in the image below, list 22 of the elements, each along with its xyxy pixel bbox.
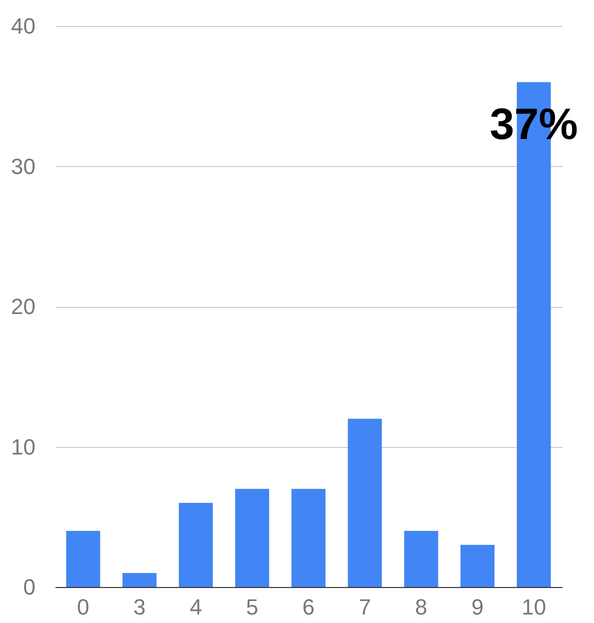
x-tick-label: 6 [302, 594, 315, 620]
x-tick-label: 7 [358, 594, 371, 620]
x-tick-label: 5 [246, 594, 258, 620]
x-tick-label: 3 [133, 594, 146, 620]
x-tick-label: 4 [190, 594, 202, 620]
bar [235, 488, 270, 587]
bar [348, 418, 382, 587]
bar [404, 530, 438, 587]
bar [122, 572, 156, 587]
bar [292, 488, 326, 587]
bar [66, 530, 100, 587]
bar [460, 544, 494, 587]
y-tick-label: 0 [23, 574, 36, 600]
x-tick-label: 10 [522, 594, 546, 620]
y-tick-label: 10 [11, 434, 36, 460]
x-tick-label: 0 [77, 594, 90, 620]
y-tick-label: 30 [11, 154, 36, 179]
bar [178, 502, 213, 587]
y-tick-label: 20 [11, 294, 36, 319]
y-tick-label: 40 [11, 14, 36, 38]
x-tick-label: 8 [415, 594, 428, 620]
x-tick-label: 9 [471, 594, 484, 620]
